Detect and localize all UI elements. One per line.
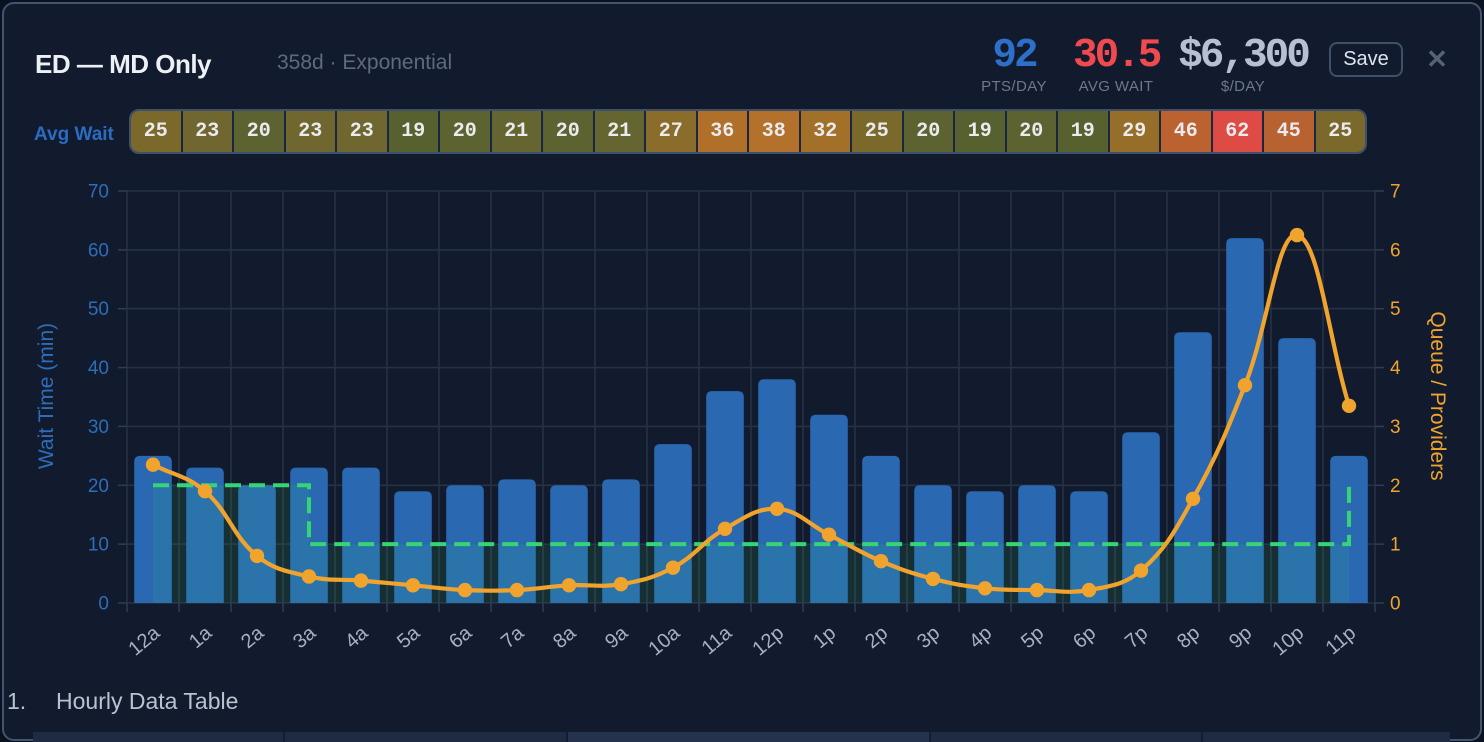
svg-text:1p: 1p [809, 622, 840, 653]
svg-text:10p: 10p [1269, 622, 1309, 660]
svg-text:7a: 7a [497, 621, 529, 653]
svg-text:3a: 3a [289, 621, 321, 653]
svg-text:11a: 11a [698, 621, 737, 659]
svg-text:5: 5 [1390, 299, 1401, 320]
svg-text:3: 3 [1390, 417, 1401, 438]
svg-text:11p: 11p [1322, 622, 1361, 659]
svg-text:9p: 9p [1225, 622, 1256, 653]
svg-text:6a: 6a [445, 621, 477, 653]
svg-text:2p: 2p [861, 622, 892, 653]
svg-text:0: 0 [1390, 594, 1401, 615]
svg-text:6: 6 [1390, 240, 1401, 261]
svg-text:70: 70 [88, 182, 109, 203]
svg-text:7p: 7p [1121, 622, 1152, 653]
svg-text:5p: 5p [1017, 622, 1048, 653]
svg-text:4a: 4a [341, 621, 373, 653]
svg-text:Queue / Providers: Queue / Providers [1426, 311, 1449, 480]
svg-text:30: 30 [88, 417, 109, 438]
svg-text:10a: 10a [645, 621, 685, 660]
svg-text:6p: 6p [1069, 622, 1100, 653]
svg-text:7: 7 [1390, 182, 1401, 203]
svg-text:2: 2 [1390, 476, 1401, 497]
svg-text:Wait Time (min): Wait Time (min) [35, 323, 58, 469]
svg-text:8p: 8p [1173, 622, 1204, 653]
svg-text:1: 1 [1390, 535, 1401, 556]
svg-text:9a: 9a [601, 621, 633, 653]
svg-text:40: 40 [88, 358, 109, 379]
svg-text:8a: 8a [549, 621, 581, 653]
svg-text:12p: 12p [749, 622, 789, 660]
svg-text:5a: 5a [393, 621, 425, 653]
svg-text:1a: 1a [185, 621, 217, 653]
svg-text:4: 4 [1390, 358, 1401, 379]
svg-text:0: 0 [98, 594, 109, 615]
svg-text:3p: 3p [913, 622, 944, 653]
svg-text:12a: 12a [125, 621, 165, 660]
svg-text:4p: 4p [965, 622, 996, 653]
svg-text:50: 50 [88, 299, 109, 320]
svg-text:2a: 2a [237, 621, 269, 653]
svg-text:20: 20 [88, 476, 109, 497]
svg-text:60: 60 [88, 240, 109, 261]
svg-text:10: 10 [88, 535, 109, 556]
